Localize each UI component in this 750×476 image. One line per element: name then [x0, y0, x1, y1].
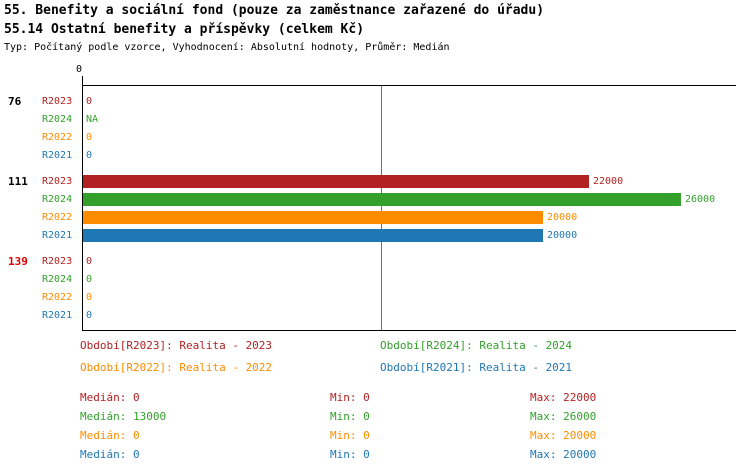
stat-min: Min: 0 [330, 410, 370, 423]
bar-value-label: 20000 [547, 212, 578, 223]
stat-min: Min: 0 [330, 391, 370, 404]
bar-R2023 [83, 175, 589, 188]
row-series-label: R2024 [42, 194, 73, 205]
bar-value-label: 0 [86, 310, 93, 321]
x-axis-origin-label: 0 [76, 64, 83, 75]
bar-value-label: 0 [86, 256, 93, 267]
stat-median: Medián: 0 [80, 448, 140, 461]
bar-value-label: 0 [86, 96, 93, 107]
stat-min: Min: 0 [330, 429, 370, 442]
row-series-label: R2024 [42, 114, 73, 125]
stat-max: Max: 22000 [530, 391, 597, 404]
chart-meta: Typ: Počítaný podle vzorce, Vyhodnocení:… [4, 42, 450, 53]
bar-value-label: NA [86, 114, 99, 125]
stat-median: Medián: 13000 [80, 410, 167, 423]
stat-max: Max: 20000 [530, 429, 597, 442]
row-series-label: R2022 [42, 212, 73, 223]
bar-value-label: 0 [86, 150, 93, 161]
y-axis-line [82, 76, 83, 331]
row-series-label: R2022 [42, 292, 73, 303]
legend-item: Období[R2021]: Realita - 2021 [380, 361, 573, 374]
row-series-label: R2024 [42, 274, 73, 285]
x-axis-bottom-line [82, 330, 736, 331]
stat-median: Medián: 0 [80, 391, 140, 404]
row-series-label: R2023 [42, 96, 73, 107]
x-axis-top-line [82, 85, 736, 86]
bar-value-label: 0 [86, 132, 93, 143]
stat-median: Medián: 0 [80, 429, 140, 442]
legend-item: Období[R2023]: Realita - 2023 [80, 339, 273, 352]
row-series-label: R2022 [42, 132, 73, 143]
row-series-label: R2021 [42, 230, 73, 241]
group-label: 111 [8, 175, 28, 188]
bar-R2021 [83, 229, 543, 242]
bar-value-label: 26000 [685, 194, 716, 205]
bar-R2024 [83, 193, 681, 206]
row-series-label: R2021 [42, 150, 73, 161]
legend-item: Období[R2022]: Realita - 2022 [80, 361, 273, 374]
row-series-label: R2023 [42, 256, 73, 267]
row-series-label: R2021 [42, 310, 73, 321]
stat-max: Max: 20000 [530, 448, 597, 461]
chart-title: 55. Benefity a sociální fond (pouze za z… [4, 3, 545, 18]
chart-subtitle: 55.14 Ostatní benefity a příspěvky (celk… [4, 22, 365, 37]
group-label: 76 [8, 95, 22, 108]
bar-value-label: 0 [86, 274, 93, 285]
bar-value-label: 20000 [547, 230, 578, 241]
bar-value-label: 22000 [593, 176, 624, 187]
bar-value-label: 0 [86, 292, 93, 303]
stat-min: Min: 0 [330, 448, 370, 461]
row-series-label: R2023 [42, 176, 73, 187]
bar-R2022 [83, 211, 543, 224]
legend-item: Období[R2024]: Realita - 2024 [380, 339, 573, 352]
group-label: 139 [8, 255, 28, 268]
median-reference-line [381, 86, 382, 330]
stat-max: Max: 26000 [530, 410, 597, 423]
